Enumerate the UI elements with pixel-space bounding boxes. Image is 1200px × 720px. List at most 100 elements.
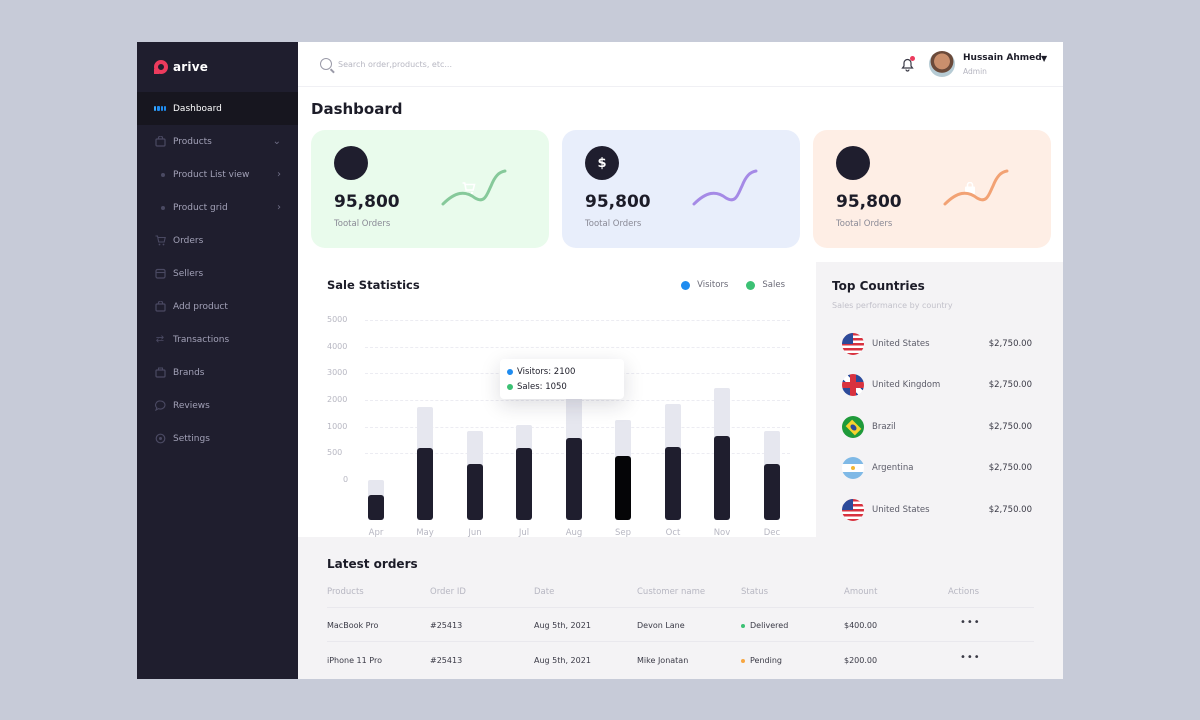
status-badge: Delivered	[741, 621, 788, 630]
x-tick: Jul	[518, 528, 530, 538]
stat-label: Tootal Orders	[836, 219, 893, 229]
bar-jun[interactable]	[467, 262, 483, 520]
top-countries-panel: Top Countries Sales performance by count…	[816, 262, 1063, 537]
panel-title: Top Countries	[832, 279, 925, 293]
cell-amount: $400.00	[844, 621, 878, 630]
avatar[interactable]	[929, 51, 955, 77]
caret-down-icon[interactable]: ▼	[1041, 54, 1048, 63]
panel-title: Sale Statistics	[327, 278, 420, 292]
legend-item-visitors[interactable]: Visitors	[681, 280, 728, 290]
briefcase-icon	[154, 367, 166, 379]
sidebar-item-products[interactable]: Products ⌄	[137, 125, 298, 158]
cart-icon	[154, 235, 166, 247]
y-tick: 4000	[327, 342, 348, 351]
user-name[interactable]: Hussain Ahmed	[963, 53, 1042, 63]
sidebar-item-sellers[interactable]: Sellers	[137, 257, 298, 290]
column-header-status[interactable]: Status	[741, 587, 769, 597]
sidebar-item-add-product[interactable]: Add product	[137, 290, 298, 323]
status-label: Pending	[750, 656, 782, 665]
stat-value: 95,800	[334, 192, 400, 212]
country-amount: $2,750.00	[988, 380, 1032, 390]
column-header-customer[interactable]: Customer name	[637, 587, 706, 597]
y-tick: 0	[343, 475, 349, 484]
panel-subtitle: Sales performance by country	[832, 301, 953, 310]
stat-card-bag[interactable]: 95,800 Tootal Orders	[813, 130, 1051, 248]
sidebar-item-product-grid[interactable]: Product grid ›	[137, 191, 298, 224]
sidebar-item-label: Sellers	[173, 268, 204, 279]
country-row[interactable]: United Kingdom $2,750.00	[842, 373, 1032, 397]
country-amount: $2,750.00	[988, 463, 1032, 473]
sidebar-item-label: Products	[173, 136, 212, 147]
argentina-flag-icon	[842, 457, 864, 479]
sparkline-orange	[943, 169, 1009, 206]
column-header-actions: Actions	[948, 587, 980, 597]
x-tick: Nov	[713, 528, 731, 538]
sidebar-item-transactions[interactable]: ⇄ Transactions	[137, 323, 298, 356]
sidebar-item-label: Reviews	[173, 400, 210, 411]
main-content: Hussain Ahmed Admin ▼ Dashboard 95,800 T…	[298, 42, 1063, 679]
bar-sales	[665, 447, 681, 520]
chevron-down-icon: ⌄	[272, 136, 281, 147]
bar-may[interactable]	[417, 262, 433, 520]
y-tick: 5000	[327, 315, 348, 324]
x-tick: Oct	[665, 528, 681, 538]
bar-sales	[417, 448, 433, 520]
logo-icon	[154, 60, 168, 74]
bar-oct[interactable]	[665, 262, 681, 520]
more-actions-icon[interactable]: •••	[960, 617, 981, 628]
bar-sep[interactable]	[615, 262, 631, 520]
tooltip-sales: Sales: 1050	[517, 381, 567, 392]
country-amount: $2,750.00	[988, 505, 1032, 515]
sidebar-item-dashboard[interactable]: Dashboard	[137, 92, 298, 125]
sidebar-item-label: Settings	[173, 433, 210, 444]
app-window: arive Dashboard Products ⌄ Product List …	[137, 42, 1063, 679]
cell-order-id: #25413	[430, 621, 463, 630]
bar-dec[interactable]	[764, 262, 780, 520]
y-tick: 1000	[327, 422, 348, 431]
cell-order-id: #25413	[430, 656, 463, 665]
page-title: Dashboard	[311, 100, 403, 118]
column-header-amount[interactable]: Amount	[844, 587, 878, 597]
sidebar-item-settings[interactable]: Settings	[137, 422, 298, 455]
us-flag-icon	[842, 333, 864, 355]
x-tick: Apr	[368, 528, 384, 538]
chart-legend: Visitors Sales	[681, 280, 785, 290]
column-header-order-id[interactable]: Order ID	[430, 587, 466, 597]
chart-tooltip: Visitors: 2100 Sales: 1050	[500, 359, 624, 399]
stat-card-orders[interactable]: 95,800 Tootal Orders	[311, 130, 549, 248]
country-row[interactable]: Argentina $2,750.00	[842, 456, 1032, 480]
divider	[327, 607, 1034, 608]
logo[interactable]: arive	[137, 42, 298, 92]
country-row[interactable]: United States $2,750.00	[842, 332, 1032, 356]
notification-bell-icon[interactable]	[901, 56, 915, 72]
legend-dot-icon	[681, 280, 691, 290]
legend-item-sales[interactable]: Sales	[746, 280, 785, 290]
search-input[interactable]	[338, 59, 638, 69]
bar-aug[interactable]	[566, 262, 582, 520]
us-flag-icon	[842, 499, 864, 521]
more-actions-icon[interactable]: •••	[960, 652, 981, 663]
column-header-date[interactable]: Date	[534, 587, 555, 597]
x-tick: Sep	[614, 528, 632, 538]
bar-jul[interactable]	[516, 262, 532, 520]
grid-line	[365, 320, 790, 321]
sidebar-item-label: Transactions	[173, 334, 230, 345]
sidebar-item-orders[interactable]: Orders	[137, 224, 298, 257]
sidebar-item-brands[interactable]: Brands	[137, 356, 298, 389]
sidebar-item-product-list-view[interactable]: Product List view ›	[137, 158, 298, 191]
bar-apr[interactable]	[368, 262, 384, 520]
y-tick: 2000	[327, 395, 348, 404]
divider	[327, 641, 1034, 642]
tooltip-visitors: Visitors: 2100	[517, 366, 576, 377]
bar-nov[interactable]	[714, 262, 730, 520]
stat-card-revenue[interactable]: $ 95,800 Tootal Orders	[562, 130, 800, 248]
sidebar-item-reviews[interactable]: Reviews	[137, 389, 298, 422]
grid-line	[365, 347, 790, 348]
sales-dot-icon	[507, 383, 513, 390]
bar-sales	[615, 456, 631, 520]
country-name: Brazil	[872, 422, 896, 432]
column-header-products[interactable]: Products	[327, 587, 364, 597]
country-row[interactable]: Brazil $2,750.00	[842, 415, 1032, 439]
country-row[interactable]: United States $2,750.00	[842, 498, 1032, 522]
sale-statistics-panel: Sale Statistics Visitors Sales 5000 4000…	[310, 262, 802, 538]
